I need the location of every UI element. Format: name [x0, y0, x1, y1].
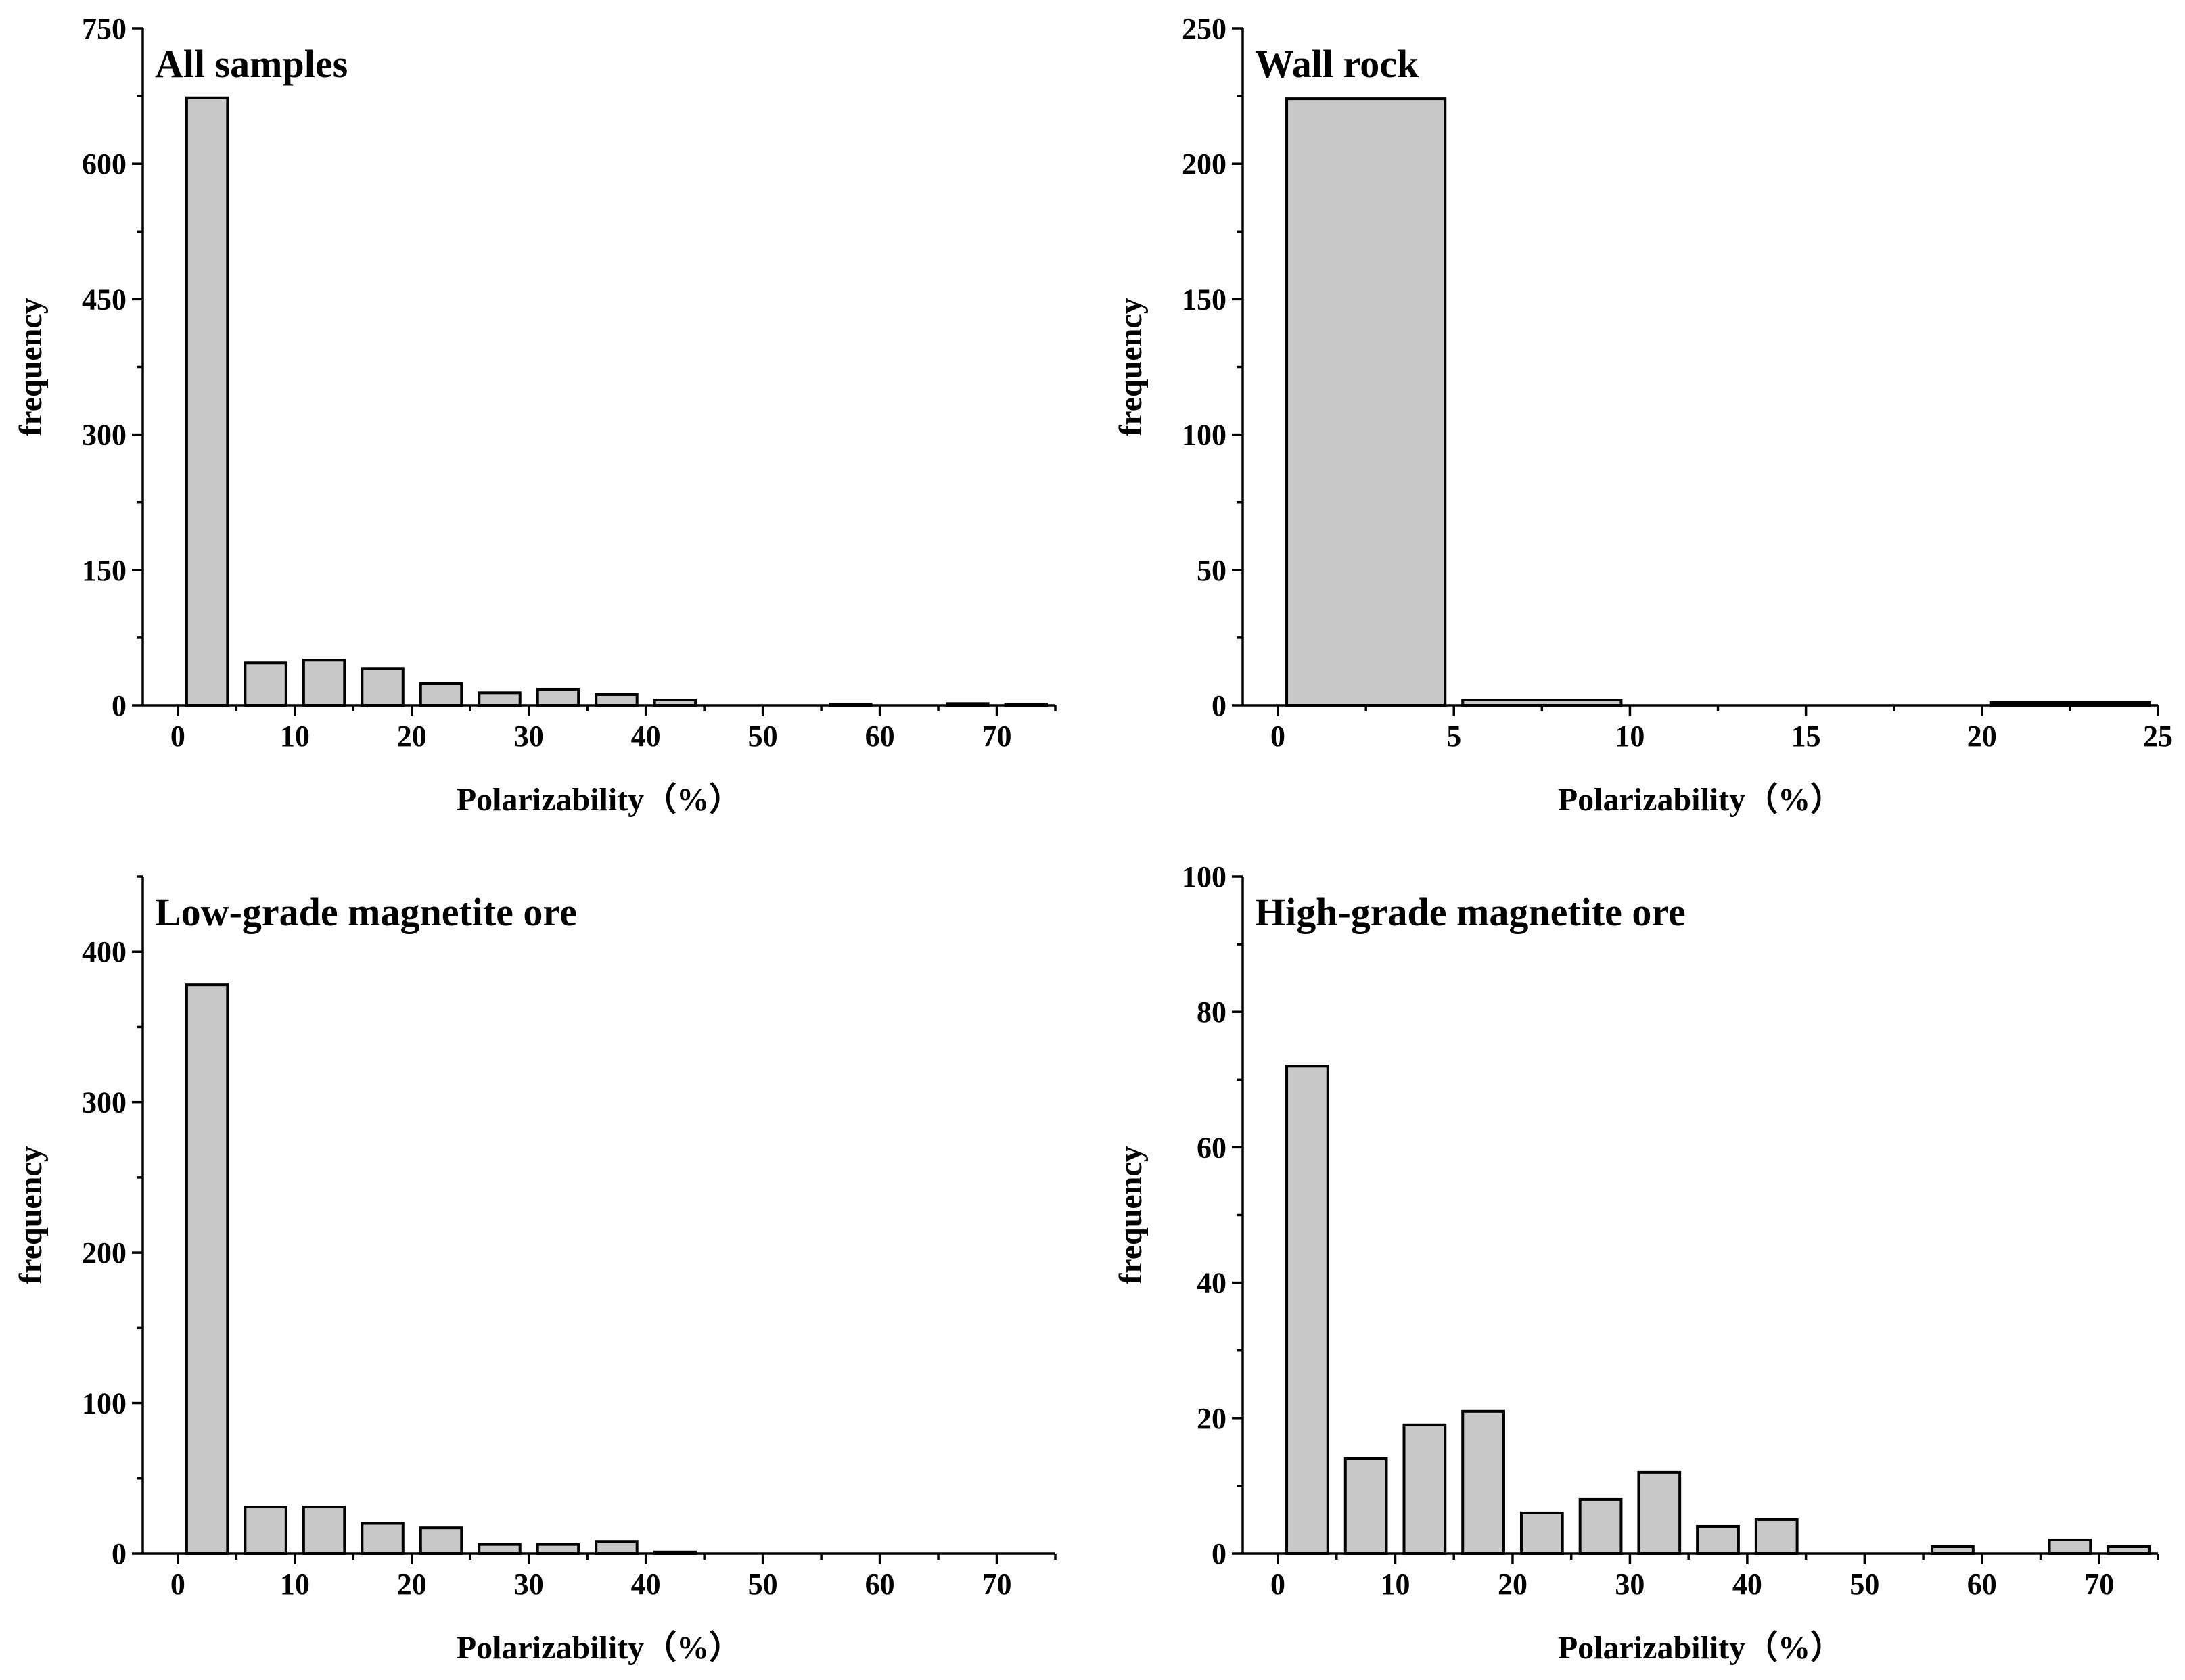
x-axis-title: Polarizability（%）	[457, 1630, 741, 1666]
y-tick-label: 100	[82, 1387, 127, 1420]
panel-low-grade-magnetite-ore: 0 100 200 300 400 0 10 20 30 40 50 60 70 Polarizabili…	[13, 875, 1057, 1666]
y-tick-label: 0	[112, 1537, 127, 1570]
x-tick-label: 15	[1791, 720, 1821, 753]
bar-10-15	[302, 659, 346, 707]
y-tick-label: 300	[82, 1086, 127, 1119]
x-tick-label: 60	[1967, 1568, 1997, 1601]
bar-20-25	[419, 682, 463, 707]
bar-10-15	[1402, 1423, 1447, 1556]
panel-title-low-grade-magnetite-ore: Low-grade magnetite ore	[155, 890, 577, 934]
bar-15-20	[361, 667, 405, 707]
x-tick-label: 40	[631, 1568, 661, 1601]
y-tick-label: 150	[1182, 283, 1226, 316]
panel-wall-rock: 0 50 100 150 200 250 0 5 10 15 20 25 Polarizability（…	[1113, 12, 2173, 818]
x-tick-label: 30	[1615, 1568, 1644, 1601]
y-tick-label: 150	[82, 554, 127, 587]
bar-15-20	[361, 1522, 405, 1556]
bar-25-30	[478, 691, 522, 707]
x-tick-label: 60	[865, 720, 895, 753]
y-axis-title: frequency	[13, 298, 49, 436]
bar-0-5	[1285, 1065, 1329, 1555]
bar-20-25	[1519, 1511, 1564, 1555]
y-tick-label: 100	[1182, 419, 1226, 452]
bar-30-35	[536, 687, 580, 707]
y-tick-label: 50	[1197, 554, 1226, 587]
x-axis-title: Polarizability（%）	[457, 782, 741, 818]
bar-10-15	[302, 1506, 346, 1556]
x-axis-title: Polarizability（%）	[1558, 782, 1843, 818]
y-tick-label: 750	[82, 12, 127, 45]
bar-0-5	[185, 96, 229, 707]
bar-5-10	[1343, 1457, 1388, 1556]
bar-30-35	[536, 1543, 580, 1555]
x-tick-label: 20	[397, 1568, 427, 1601]
x-tick-label: 30	[514, 720, 544, 753]
x-tick-label: 5	[1446, 720, 1461, 753]
bar-5-10	[244, 661, 288, 707]
y-tick-label: 300	[82, 419, 127, 452]
bar-25-30	[1578, 1497, 1623, 1555]
x-tick-label: 25	[2143, 720, 2173, 753]
x-tick-label: 10	[280, 720, 310, 753]
y-tick-label: 100	[1182, 860, 1226, 893]
bar-15-20	[1461, 1409, 1505, 1556]
panel-all-samples: 0 150 300 450 600 750 0 10 20 30 40 50 60 70 Polarizab…	[13, 12, 1057, 818]
y-tick-label: 0	[112, 689, 127, 722]
x-tick-label: 0	[170, 720, 185, 753]
y-tick-label: 0	[1212, 1537, 1226, 1570]
bar-40-45	[1754, 1518, 1799, 1555]
y-tick-label: 200	[1182, 147, 1226, 181]
x-tick-label: 10	[280, 1568, 310, 1601]
x-tick-label: 40	[631, 720, 661, 753]
y-tick-label: 400	[82, 935, 127, 969]
y-tick-label: 40	[1197, 1267, 1226, 1300]
panel-high-grade-magnetite-ore: 0 20 40 60 80 100 0 10 20 30 40 50 60 70 Polarizabilit…	[1113, 860, 2159, 1666]
bar-30-35	[1637, 1470, 1682, 1555]
bar-35-40	[595, 1540, 639, 1555]
x-tick-label: 60	[865, 1568, 895, 1601]
bar-25-30	[478, 1543, 522, 1555]
y-axis-title: frequency	[1113, 1146, 1149, 1284]
x-tick-label: 50	[748, 720, 778, 753]
panel-title-wall-rock: Wall rock	[1255, 42, 1419, 86]
y-tick-label: 60	[1197, 1131, 1226, 1164]
y-tick-label: 450	[82, 283, 127, 316]
y-tick-label: 0	[1212, 689, 1226, 722]
x-tick-label: 30	[514, 1568, 544, 1601]
x-tick-label: 20	[397, 720, 427, 753]
x-tick-label: 0	[1270, 720, 1285, 753]
x-tick-label: 10	[1381, 1568, 1410, 1601]
bar-0-5	[185, 983, 229, 1556]
x-tick-label: 70	[982, 720, 1012, 753]
x-tick-label: 20	[1498, 1568, 1527, 1601]
bar-35-40	[1696, 1524, 1740, 1555]
bar-20-25	[419, 1526, 463, 1555]
x-tick-label: 50	[1849, 1568, 1879, 1601]
y-tick-label: 80	[1197, 996, 1226, 1029]
x-tick-label: 40	[1732, 1568, 1762, 1601]
bar-5-10	[244, 1506, 288, 1556]
bar-65-70	[2048, 1538, 2092, 1555]
x-tick-label: 70	[2084, 1568, 2114, 1601]
panel-title-high-grade-magnetite-ore: High-grade magnetite ore	[1255, 890, 1686, 934]
bar-0-5	[1285, 97, 1447, 707]
panel-title-all-samples: All samples	[155, 42, 348, 86]
x-tick-label: 20	[1967, 720, 1997, 753]
x-tick-label: 0	[1270, 1568, 1285, 1601]
bar-35-40	[595, 693, 639, 707]
y-tick-label: 600	[82, 147, 127, 181]
x-tick-label: 70	[982, 1568, 1012, 1601]
y-axis-title: frequency	[1113, 298, 1149, 436]
y-tick-label: 200	[82, 1236, 127, 1269]
x-tick-label: 10	[1615, 720, 1644, 753]
x-axis-title: Polarizability（%）	[1558, 1630, 1843, 1666]
y-tick-label: 20	[1197, 1402, 1226, 1435]
x-tick-label: 50	[748, 1568, 778, 1601]
y-tick-label: 250	[1182, 12, 1226, 45]
y-axis-title: frequency	[13, 1146, 49, 1284]
x-tick-label: 0	[170, 1568, 185, 1601]
